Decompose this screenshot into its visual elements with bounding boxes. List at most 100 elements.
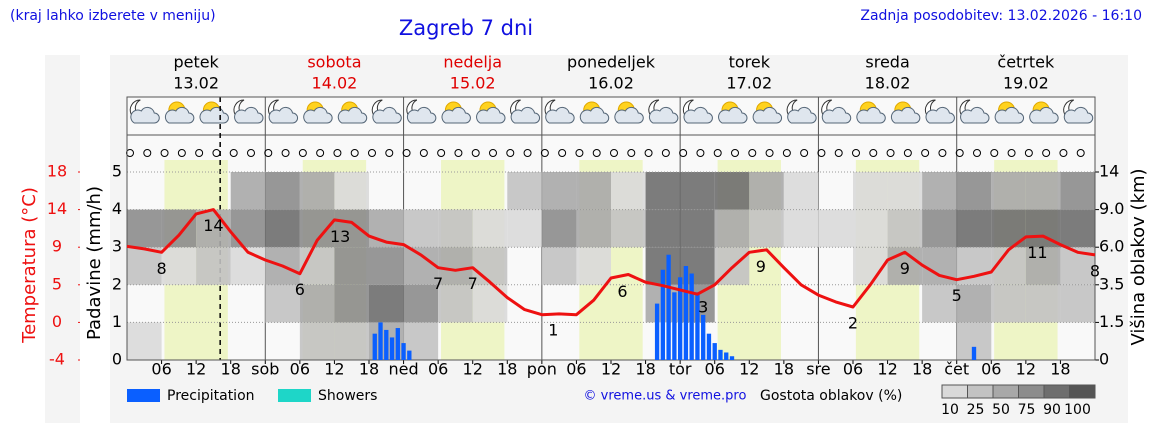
cloud	[476, 106, 506, 124]
wind-calm	[800, 149, 809, 157]
x-tick-label: 06	[705, 360, 725, 379]
cloud	[960, 106, 990, 124]
cloud-cell	[334, 247, 369, 285]
temperature-tick-label: -4	[49, 350, 65, 369]
wind-calm	[679, 149, 688, 157]
precipitation-bar	[718, 349, 723, 360]
cloud-height-tick-label: 9.0	[1099, 199, 1124, 218]
x-tick-label: sre	[806, 360, 830, 379]
wind-calm	[661, 149, 670, 157]
wind-calm	[1076, 149, 1085, 157]
x-tick-label: 12	[186, 360, 206, 379]
wind-calm	[903, 149, 912, 157]
x-tick-label: 12	[324, 360, 344, 379]
precipitation-tick-label: 3	[112, 237, 122, 256]
cloud	[614, 106, 644, 124]
temperature-extreme-label: 8	[1090, 261, 1100, 280]
day-name: petek	[173, 53, 219, 72]
weather-icon	[994, 101, 1024, 124]
weather-icon	[614, 101, 644, 124]
credit: © vreme.us & vreme.pro	[584, 389, 747, 404]
cloud-cell	[403, 209, 439, 248]
weather-icon	[682, 99, 713, 124]
wind-calm	[575, 149, 584, 157]
cloud	[441, 106, 471, 124]
weather-icon	[233, 99, 264, 124]
cloud	[821, 106, 852, 124]
x-tick-label: 18	[635, 360, 655, 379]
precipitation-bar	[689, 273, 694, 360]
temperature-extreme-label: 1	[548, 321, 558, 340]
wind-calm	[973, 149, 981, 157]
cloud-cell	[1060, 209, 1095, 248]
day-date: 18.02	[865, 74, 911, 93]
precipitation-bar	[401, 343, 406, 360]
temperature-tick-label: 18	[47, 162, 67, 181]
x-tick-label: 18	[497, 360, 517, 379]
cloud	[787, 106, 817, 124]
wind-calm	[506, 149, 515, 157]
x-tick-label: tor	[669, 360, 692, 379]
cloud-cell	[818, 209, 853, 248]
cloud-cell	[611, 172, 646, 210]
x-tick-label: 18	[774, 360, 794, 379]
wind-calm	[385, 149, 394, 157]
day-name: sreda	[865, 53, 909, 72]
cloud-cell	[853, 209, 888, 248]
cloud	[925, 106, 955, 124]
x-tick-label: ned	[389, 360, 419, 379]
x-tick-label: 18	[221, 360, 241, 379]
chart-title: Zagreb 7 dni	[399, 16, 533, 40]
cloud-legend-swatch	[1069, 384, 1096, 399]
temperature-tick-label: 5	[52, 274, 62, 293]
x-tick-label: 12	[739, 360, 759, 379]
cloud-cell	[334, 172, 369, 210]
weather-icon	[924, 99, 955, 124]
wind-calm	[333, 149, 342, 157]
wind-calm	[298, 149, 307, 157]
temperature-extreme-label: 5	[952, 286, 962, 305]
weather-icon	[406, 99, 437, 124]
showers-legend: Showers	[318, 388, 377, 404]
cloud-cell	[714, 209, 750, 248]
weather-icon	[856, 101, 886, 124]
wind-calm	[1042, 149, 1051, 157]
weather-icon	[476, 101, 506, 124]
x-tick-label: sob	[251, 360, 279, 379]
cloud-height-tick-label: 0	[1099, 350, 1109, 369]
cloud	[856, 106, 886, 124]
cloud-cell	[127, 209, 162, 248]
weather-icon	[959, 99, 990, 124]
cloud-cell	[922, 209, 957, 248]
weather-icon	[441, 101, 471, 124]
wind-calm	[558, 149, 567, 157]
cloud-cell	[783, 209, 819, 248]
cloud-cell	[438, 247, 473, 285]
cloud	[545, 106, 575, 124]
wind-calm	[523, 149, 532, 157]
cloud-cell	[922, 172, 957, 210]
cloud-cell	[196, 209, 231, 248]
day-date: 17.02	[726, 74, 772, 93]
cloud-cell	[783, 172, 819, 210]
cloud-cell	[1025, 247, 1061, 285]
cloud-cell	[1025, 284, 1061, 323]
weather-icon	[579, 101, 610, 124]
temperature-tick-label: 9	[52, 237, 62, 256]
wind-calm	[160, 149, 169, 157]
wind-calm	[955, 149, 964, 157]
wind-calm	[540, 149, 549, 157]
wind-calm	[454, 149, 463, 157]
day-name: četrtek	[997, 53, 1055, 72]
cloud-cell	[576, 247, 611, 285]
update-time: Zadnja posodobitev: 13.02.2026 - 16:10	[860, 8, 1142, 24]
weather-icon	[648, 99, 679, 124]
cloud-cell	[645, 209, 681, 248]
weather-icon	[821, 99, 852, 124]
weather-icon	[371, 99, 402, 124]
cloud-cell	[714, 172, 750, 210]
cloud	[994, 106, 1024, 124]
cloud-cell	[541, 247, 577, 285]
cloud-cell	[403, 284, 439, 323]
x-tick-label: 06	[566, 360, 586, 379]
